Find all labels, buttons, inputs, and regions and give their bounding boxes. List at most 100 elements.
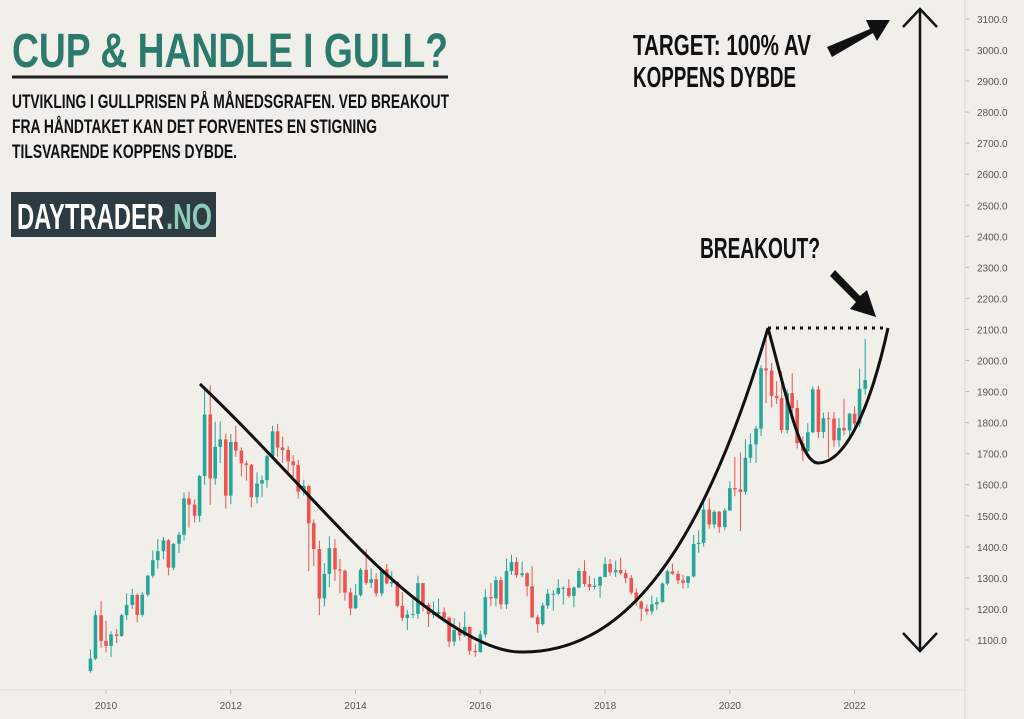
candle-body	[197, 476, 202, 516]
candle-body	[774, 395, 779, 399]
candle-body	[213, 446, 218, 479]
candle-body	[728, 488, 732, 511]
candle-body	[405, 614, 410, 618]
candle-body	[795, 408, 800, 444]
y-tick-label: 1900.0	[977, 388, 1008, 399]
target-annotation: KOPPENS DYBDE	[633, 62, 796, 94]
candle-body	[348, 592, 353, 609]
candle-body	[598, 576, 602, 586]
target-annotation: TARGET: 100% AV	[633, 30, 811, 62]
candle-body	[650, 604, 654, 612]
candle-body	[785, 393, 790, 431]
x-tick-label: 2014	[344, 701, 367, 712]
breakout-annotation: BREAKOUT?	[700, 233, 820, 265]
candle-body	[177, 534, 181, 544]
candle-body	[416, 583, 420, 614]
y-tick-label: 2200.0	[977, 294, 1008, 305]
title: CUP & HANDLE I GULL?	[12, 25, 448, 78]
x-tick-label: 2016	[469, 701, 492, 712]
candle-body	[545, 593, 550, 606]
logo-box	[11, 192, 216, 237]
candle-body	[156, 551, 160, 561]
candle-body	[411, 613, 415, 615]
candle-body	[379, 569, 384, 594]
candle-body	[608, 563, 612, 573]
candle-body	[514, 562, 519, 576]
candle-body	[842, 427, 846, 431]
y-tick-label: 2700.0	[977, 139, 1008, 150]
candle-body	[567, 587, 571, 596]
logo-domain: .NO	[166, 196, 212, 237]
candle-body	[364, 569, 368, 583]
candle-body	[707, 509, 712, 525]
y-tick-label: 2500.0	[977, 201, 1008, 212]
y-tick-label: 1500.0	[977, 512, 1008, 523]
candle-body	[634, 592, 639, 602]
y-tick-label: 1100.0	[977, 636, 1007, 647]
y-tick-label: 2800.0	[977, 108, 1008, 119]
candle-body	[353, 595, 358, 609]
candle-body	[681, 580, 685, 583]
y-tick-label: 1300.0	[977, 574, 1008, 585]
candle-body	[754, 428, 758, 445]
candle-body	[202, 414, 207, 477]
candle-body	[577, 571, 581, 588]
candle-body	[467, 626, 472, 651]
candle-body	[618, 570, 623, 574]
candle-body	[499, 580, 503, 605]
candle-body	[639, 601, 644, 609]
candle-body	[863, 380, 867, 389]
y-tick-label: 1600.0	[977, 481, 1008, 492]
candle-body	[187, 498, 191, 505]
drawings	[198, 7, 938, 654]
candle-body	[670, 571, 675, 574]
pointer-arrows	[827, 20, 890, 317]
candle-body	[582, 571, 587, 585]
candle-body	[447, 617, 451, 642]
y-tick-label: 2300.0	[977, 263, 1008, 274]
y-tick-label: 3000.0	[977, 46, 1008, 57]
candle-body	[151, 560, 155, 576]
x-tick-label: 2020	[719, 701, 742, 712]
candle-body	[810, 389, 815, 433]
candle-body	[592, 585, 597, 587]
candle-body	[229, 441, 233, 496]
x-tick-label: 2010	[95, 701, 118, 712]
y-tick-label: 1800.0	[977, 419, 1008, 430]
candle-body	[338, 569, 342, 571]
candle-body	[291, 461, 295, 466]
candle-body	[218, 439, 222, 447]
candle-body	[244, 463, 249, 465]
candle-body	[520, 573, 524, 576]
candle-body	[701, 509, 706, 543]
candle-body	[296, 465, 300, 492]
candle-body	[124, 604, 129, 616]
candle-body	[135, 594, 140, 615]
candle-body	[556, 587, 561, 594]
candle-body	[171, 543, 176, 568]
target-arrow-heads	[902, 7, 938, 653]
candle-body	[738, 489, 743, 492]
candle-body	[478, 634, 483, 653]
y-tick-label: 2400.0	[977, 232, 1008, 243]
candle-body	[255, 483, 259, 498]
candle-body	[119, 615, 124, 636]
candle-body	[286, 449, 290, 462]
candle-body	[826, 418, 831, 420]
candle-body	[421, 583, 425, 605]
candle-body	[436, 612, 441, 614]
candle-body	[317, 549, 322, 599]
handle-curve	[766, 327, 890, 465]
candle-body	[333, 548, 337, 570]
candle-body	[322, 573, 327, 599]
candle-body	[603, 563, 607, 577]
candle-body	[327, 548, 332, 574]
candle-body	[530, 586, 534, 618]
candle-body	[249, 464, 254, 498]
candle-body	[665, 571, 670, 584]
cup-curve	[198, 327, 770, 654]
candle-body	[462, 626, 467, 636]
candle-body	[146, 575, 150, 595]
